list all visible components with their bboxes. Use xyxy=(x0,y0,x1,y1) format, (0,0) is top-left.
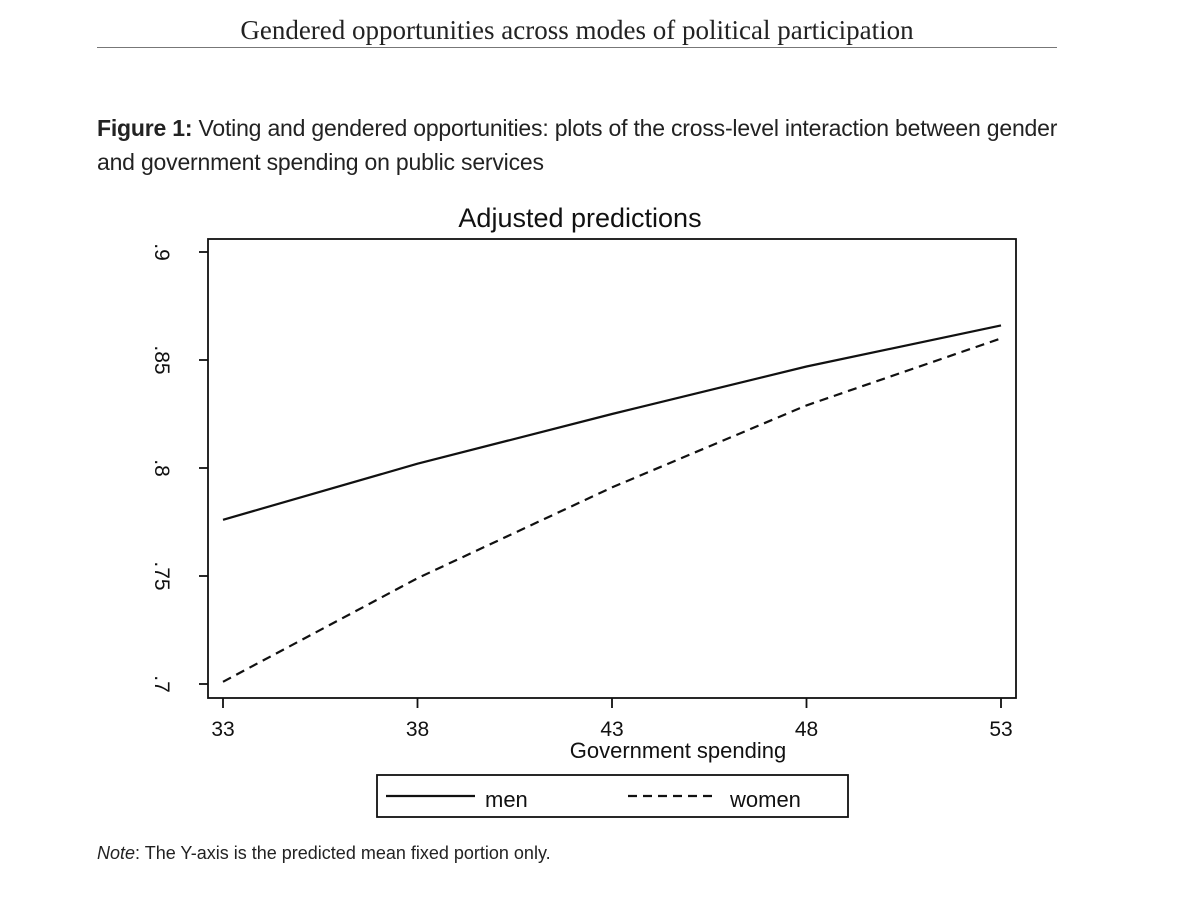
note-text: : The Y-axis is the predicted mean fixed… xyxy=(135,843,551,863)
legend-label-men: men xyxy=(485,787,528,812)
plot-frame xyxy=(207,238,1017,699)
x-tick-label: 43 xyxy=(600,718,623,741)
series-line-women xyxy=(222,337,1002,683)
figure-caption: Figure 1: Voting and gendered opportunit… xyxy=(97,111,1077,179)
x-tick-label: 48 xyxy=(795,718,818,741)
y-tick-label: .7 xyxy=(150,675,173,693)
series-line-men xyxy=(222,324,1002,521)
y-axis: .7 .75 .8 .85 .9 xyxy=(150,243,208,693)
chart-title: Adjusted predictions xyxy=(458,203,701,233)
series-layer xyxy=(222,324,1002,683)
legend-box xyxy=(376,774,849,818)
y-tick-label: .9 xyxy=(150,243,173,261)
figure-label: Figure 1: xyxy=(97,115,193,141)
y-tick-label: .8 xyxy=(150,459,173,477)
header-rule xyxy=(97,47,1057,48)
x-tick-label: 33 xyxy=(211,718,234,741)
y-tick-label: .75 xyxy=(150,561,173,590)
legend: men women xyxy=(376,774,849,818)
x-axis-title: Government spending xyxy=(570,738,786,763)
figure-note: Note: The Y-axis is the predicted mean f… xyxy=(97,841,551,865)
legend-label-women: women xyxy=(729,787,801,812)
x-tick-label: 53 xyxy=(989,718,1012,741)
y-tick-label: .85 xyxy=(150,345,173,374)
x-axis: 33 38 43 48 53 xyxy=(211,698,1013,741)
x-tick-label: 38 xyxy=(406,718,429,741)
figure-caption-text: Voting and gendered opportunities: plots… xyxy=(97,115,1058,175)
note-label: Note xyxy=(97,843,136,863)
running-header: Gendered opportunities across modes of p… xyxy=(240,15,914,45)
